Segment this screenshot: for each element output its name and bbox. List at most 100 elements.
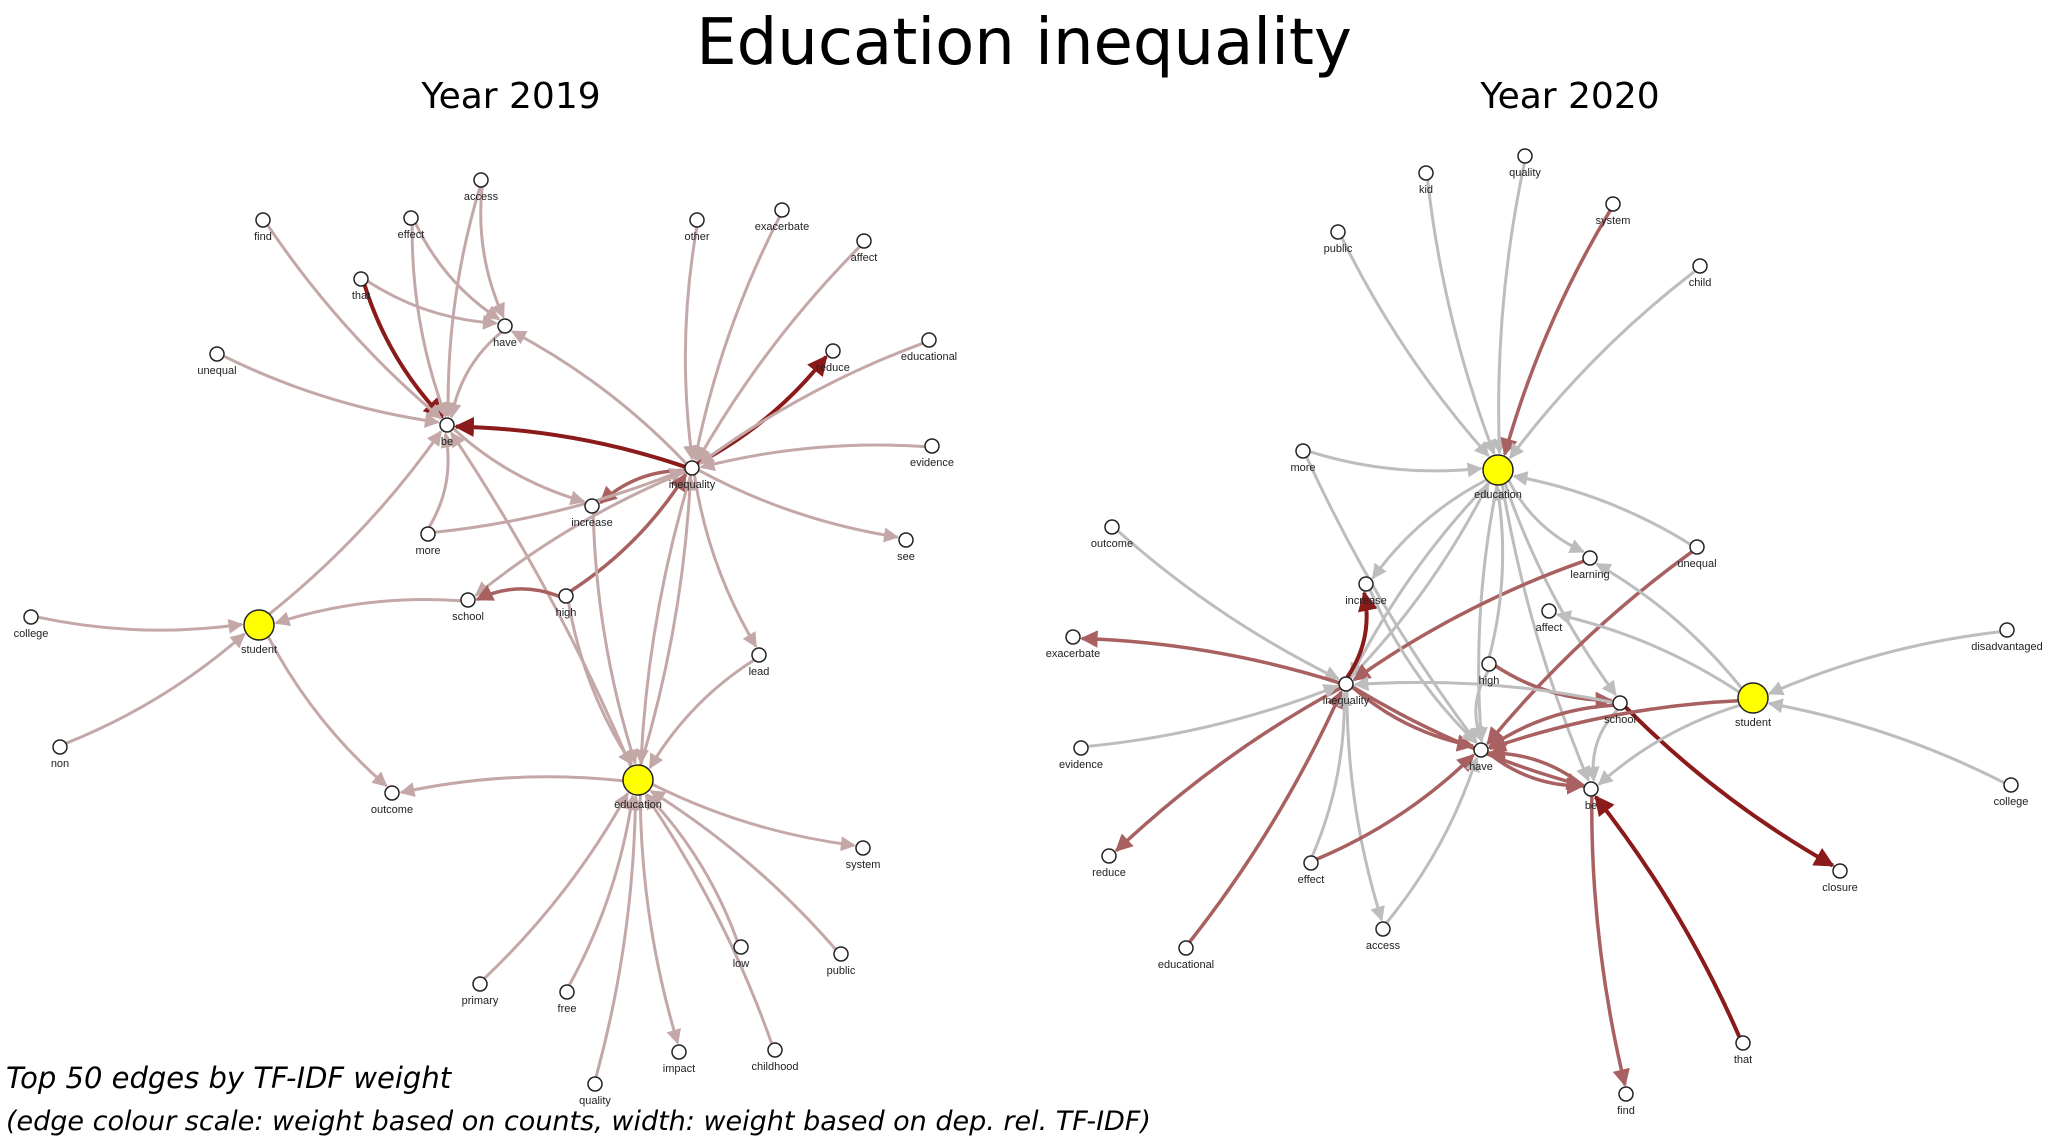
node-label-2019-that: that	[352, 290, 370, 302]
edge-2020-outcome-to-inequality	[1116, 529, 1340, 681]
edge-2020-student-to-be	[1597, 703, 1741, 786]
node-2019-high	[558, 588, 574, 604]
node-2020-inequality	[1338, 676, 1354, 692]
node-label-2019-more: more	[415, 545, 440, 557]
node-2020-student	[1737, 682, 1769, 714]
node-2019-exacerbate	[774, 202, 790, 218]
edge-2019-education-to-inequality	[639, 475, 698, 766]
edge-2019-non-to-student	[65, 632, 246, 745]
node-label-2019-student: student	[241, 644, 277, 656]
node-label-2019-be: be	[441, 436, 453, 448]
node-2019-public	[833, 946, 849, 962]
node-label-2020-more: more	[1290, 462, 1315, 474]
edge-2020-education-to-increase	[1371, 478, 1488, 580]
node-label-2020-evidence: evidence	[1059, 759, 1103, 771]
node-2020-access	[1375, 921, 1391, 937]
node-2020-affect	[1541, 603, 1557, 619]
node-label-2020-public: public	[1324, 243, 1353, 255]
edge-2019-education-to-system	[651, 782, 856, 852]
node-2019-more	[420, 526, 436, 542]
edge-2020-access-to-have	[1385, 756, 1480, 924]
edge-2019-access-to-have	[479, 186, 505, 319]
edge-2019-school-to-student	[274, 598, 462, 627]
edge-2019-public-to-education	[649, 789, 837, 951]
node-2020-educational	[1178, 940, 1194, 956]
edge-2019-inequality-to-be	[453, 416, 686, 469]
node-2020-school	[1612, 695, 1628, 711]
edge-2020-high-to-education	[1487, 485, 1507, 658]
node-2020-unequal	[1689, 539, 1705, 555]
edge-2019-education-to-be	[450, 431, 633, 768]
node-label-2019-non: non	[51, 758, 69, 770]
node-2019-see	[898, 532, 914, 548]
edge-2020-be-to-have	[1487, 744, 1586, 789]
node-label-2019-primary: primary	[462, 995, 499, 1007]
node-label-2019-reduce: reduce	[816, 362, 850, 374]
node-2019-educational	[921, 332, 937, 348]
edge-2019-high-to-education	[567, 602, 634, 766]
node-2019-quality	[587, 1076, 603, 1092]
node-label-2020-outcome: outcome	[1091, 538, 1133, 550]
edge-2020-unequal-to-education	[1512, 471, 1692, 546]
node-label-2020-disadvantaged: disadvantaged	[1971, 641, 2043, 653]
edge-2020-system-to-education	[1500, 209, 1612, 457]
node-label-2020-inequality: inequality	[1323, 695, 1370, 707]
edge-2019-inequality-to-see	[697, 468, 899, 543]
edge-2019-that-to-have	[366, 279, 498, 330]
node-2019-non	[52, 739, 68, 755]
edge-2019-increase-to-education	[591, 512, 639, 765]
edge-2019-access-to-be	[440, 186, 482, 418]
node-2019-reduce	[825, 343, 841, 359]
node-2019-inequality	[684, 460, 700, 476]
edge-2019-lead-to-education	[648, 658, 755, 770]
node-2020-education	[1482, 454, 1514, 486]
edge-2020-educational-to-inequality	[1188, 690, 1343, 944]
node-2019-effect	[403, 210, 419, 226]
edge-2020-be-to-find	[1590, 795, 1630, 1087]
edge-2020-disadvantaged-to-student	[1768, 630, 2001, 696]
node-2019-outcome	[384, 785, 400, 801]
edge-2020-high-to-have	[1469, 670, 1490, 743]
edge-2020-learning-to-inequality	[1352, 559, 1585, 682]
node-2020-kid	[1418, 165, 1434, 181]
edge-2019-education-to-outcome	[399, 775, 624, 797]
node-label-2020-school: school	[1604, 714, 1636, 726]
edge-2020-school-to-closure	[1624, 705, 1835, 868]
node-label-2020-closure: closure	[1822, 882, 1857, 894]
edge-2019-effect-to-have	[414, 222, 501, 321]
edge-2019-inequality-to-lead	[692, 474, 758, 648]
edge-2019-more-to-be	[427, 432, 456, 528]
edge-2019-childhood-to-education	[644, 793, 774, 1045]
node-2019-education	[622, 764, 654, 796]
node-label-2020-quality: quality	[1509, 167, 1541, 179]
node-label-2019-system: system	[846, 859, 881, 871]
node-2019-free	[559, 984, 575, 1000]
node-2019-be	[439, 417, 455, 433]
edge-2020-that-to-be	[1594, 795, 1742, 1038]
node-2019-college	[23, 609, 39, 625]
node-label-2019-outcome: outcome	[371, 804, 413, 816]
node-2020-find	[1618, 1086, 1634, 1102]
node-2019-find	[255, 212, 271, 228]
node-2020-closure	[1832, 863, 1848, 879]
node-2020-more	[1295, 443, 1311, 459]
node-label-2019-high: high	[556, 607, 577, 619]
node-2019-unequal	[209, 346, 225, 362]
chart-title: Education inequality	[696, 6, 1352, 80]
node-label-2020-high: high	[1479, 675, 1500, 687]
edge-2020-inequality-to-be	[1351, 685, 1585, 790]
node-label-2019-school: school	[452, 611, 484, 623]
node-2019-student	[243, 609, 275, 641]
node-label-2020-exacerbate: exacerbate	[1046, 648, 1100, 660]
node-label-2020-college: college	[1994, 796, 2029, 808]
node-label-2019-free: free	[558, 1003, 577, 1015]
node-label-2019-find: find	[254, 231, 272, 243]
edge-2020-inequality-to-increase	[1345, 590, 1378, 679]
edge-2019-be-to-increase	[452, 427, 586, 506]
node-label-2020-unequal: unequal	[1677, 558, 1716, 570]
node-2020-exacerbate	[1065, 629, 1081, 645]
edge-2020-child-to-education	[1508, 269, 1697, 460]
edge-2020-education-to-school	[1503, 482, 1618, 697]
node-2019-lead	[751, 647, 767, 663]
edge-2020-student-to-affect	[1555, 610, 1741, 694]
